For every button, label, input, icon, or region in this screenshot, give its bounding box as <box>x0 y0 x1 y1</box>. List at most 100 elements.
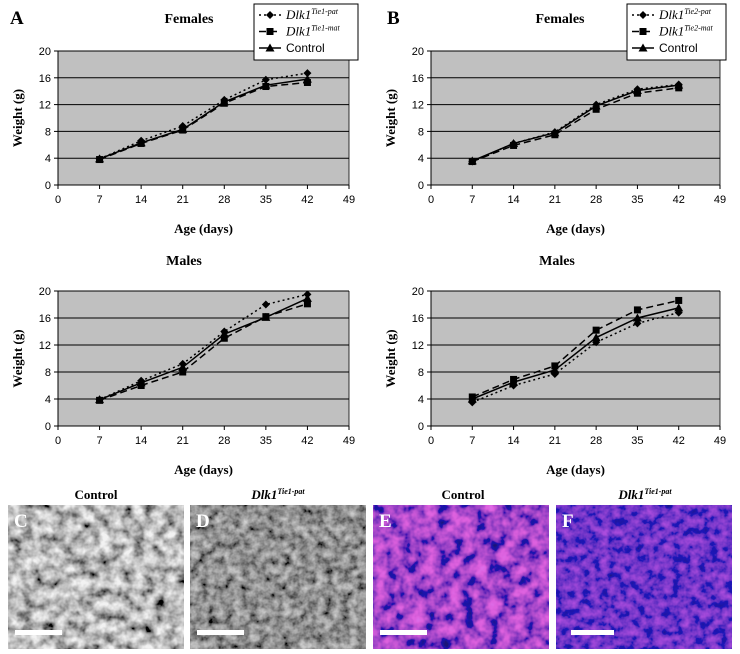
y-tick-label: 20 <box>412 46 424 58</box>
y-tick-label: 8 <box>45 367 51 379</box>
data-point-triangle <box>467 394 477 403</box>
panel-label-a: A <box>10 8 24 29</box>
micrograph-c-letter: C <box>14 511 28 532</box>
data-point-triangle <box>95 395 105 404</box>
chart-title: Males <box>539 254 575 269</box>
x-tick-label: 0 <box>55 435 61 447</box>
legend-entry-name: Dlk1 <box>658 24 684 39</box>
x-axis-label: Age (days) <box>546 462 605 477</box>
legend-entry-sup: Tie1-mat <box>311 24 340 33</box>
series-line-triangle <box>99 297 308 401</box>
y-axis-label: Weight (g) <box>10 89 25 147</box>
data-point-triangle <box>509 138 519 147</box>
data-point-triangle <box>591 333 601 342</box>
data-point-square <box>303 300 311 308</box>
x-tick-label: 28 <box>590 435 602 447</box>
data-point-triangle <box>591 101 601 110</box>
y-tick-label: 4 <box>418 394 424 406</box>
data-point-triangle <box>302 293 312 302</box>
y-tick-label: 4 <box>45 394 51 406</box>
data-point-triangle <box>632 86 642 95</box>
data-point-triangle <box>550 128 560 137</box>
legend-entry-sup: Tie2-mat <box>684 24 713 33</box>
legend-marker-triangle <box>638 43 648 52</box>
legend-marker-square <box>639 28 647 35</box>
x-tick-label: 28 <box>590 194 602 206</box>
y-tick-label: 4 <box>418 153 424 165</box>
image-d-caption-sup: Tie1-pat <box>277 487 305 496</box>
image-f-caption: Dlk1Tie1-pat <box>617 487 672 502</box>
data-point-triangle <box>550 365 560 374</box>
data-point-triangle <box>261 80 271 89</box>
image-f-caption-gene: Dlk1 <box>617 487 644 502</box>
series-line-triangle <box>472 307 679 400</box>
scale-bar-f <box>571 630 614 635</box>
data-point-square <box>675 296 683 304</box>
legend-entry-name: Dlk1 <box>658 7 684 22</box>
x-tick-label: 42 <box>673 194 685 206</box>
y-tick-label: 20 <box>39 46 51 58</box>
legend-entry: Dlk1Tie1-pat <box>285 7 339 22</box>
micrograph-c: C <box>8 505 184 649</box>
chart-panel-a-males: Males 0 4 8 12 16 20 0 7 14 21 28 35 42 49 Age (days) We… <box>10 254 355 477</box>
data-point-triangle <box>261 312 271 321</box>
plot-area <box>58 291 349 426</box>
micrograph-d-texture <box>190 505 366 649</box>
data-point-diamond <box>261 75 270 84</box>
x-tick-label: 7 <box>469 194 475 206</box>
x-tick-label: 0 <box>428 194 434 206</box>
x-tick-label: 35 <box>260 194 272 206</box>
micrograph-f-texture <box>556 505 732 649</box>
chart-panel-a-females: Females 0 4 8 12 16 20 0 7 14 21 28 35 42 49 Age (days)… <box>10 3 359 236</box>
micrograph-e-letter: E <box>379 511 392 532</box>
y-tick-label: 12 <box>412 340 424 352</box>
x-tick-label: 28 <box>218 435 230 447</box>
data-point-square <box>592 326 600 334</box>
scale-bar-c <box>15 630 62 635</box>
series-line-triangle <box>471 84 679 162</box>
data-point-diamond <box>303 69 312 78</box>
series-line-triangle <box>99 78 308 160</box>
data-point-triangle <box>674 80 684 89</box>
y-tick-label: 12 <box>39 340 51 352</box>
y-tick-label: 8 <box>418 367 424 379</box>
x-axis-label: Age (days) <box>174 462 233 477</box>
legend-marker-diamond <box>266 11 274 19</box>
data-point-triangle <box>219 97 229 106</box>
plot-area <box>431 291 720 426</box>
x-tick-label: 49 <box>714 435 726 447</box>
series-line-square <box>471 299 679 398</box>
data-point-triangle <box>632 313 642 322</box>
chart-title: Males <box>166 254 202 269</box>
legend-entry-name: Control <box>659 41 698 55</box>
x-tick-label: 21 <box>549 194 561 206</box>
x-tick-label: 7 <box>97 194 103 206</box>
scale-bar-e <box>380 630 427 635</box>
series-line-square <box>472 87 679 163</box>
x-tick-label: 42 <box>301 435 313 447</box>
x-tick-label: 21 <box>177 435 189 447</box>
data-point-triangle <box>467 156 477 165</box>
x-tick-label: 49 <box>343 194 355 206</box>
data-point-triangle <box>136 378 146 387</box>
x-tick-label: 14 <box>135 194 147 206</box>
data-point-triangle <box>509 377 519 386</box>
chart-panel-b-females: Females 0 4 8 12 16 20 0 7 14 21 28 35 42 49 Age (days)… <box>383 3 727 236</box>
image-e-caption: Control <box>441 487 484 502</box>
y-tick-label: 0 <box>45 180 51 192</box>
x-tick-label: 0 <box>428 435 434 447</box>
legend-entry: Control <box>659 41 698 55</box>
x-tick-label: 7 <box>97 435 103 447</box>
legend-entry-name: Dlk1 <box>285 24 311 39</box>
legend-entry-sup: Tie2-pat <box>684 7 711 16</box>
y-tick-label: 16 <box>412 313 424 325</box>
data-point-triangle <box>178 362 188 371</box>
micrograph-d: D <box>190 505 366 649</box>
micrograph-f-letter: F <box>562 511 574 532</box>
chart-title: Females <box>165 12 215 27</box>
y-tick-label: 0 <box>418 421 424 433</box>
y-axis-label: Weight (g) <box>10 329 25 387</box>
x-tick-label: 0 <box>55 194 61 206</box>
y-tick-label: 4 <box>45 153 51 165</box>
